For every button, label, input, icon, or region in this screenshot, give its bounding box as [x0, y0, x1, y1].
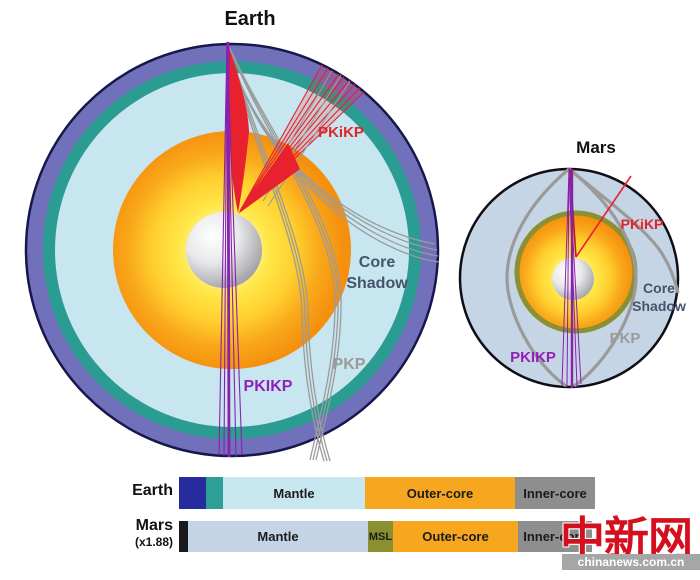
earth-title: Earth: [224, 8, 276, 30]
mars-pkikp-label: PKiKP: [620, 216, 664, 232]
mars-title: Mars: [576, 138, 616, 157]
earth-core-shadow-line1: Core: [358, 254, 396, 271]
mars-pkikp-through-rays: [561, 168, 582, 388]
earth-core-shadow-line2: Shadow: [346, 275, 408, 292]
legend-mars-row-label: Mars (x1.88): [95, 518, 173, 550]
mars-row-scale-note: (x1.88): [134, 535, 173, 549]
mars-bar-crust-segment: [179, 521, 188, 552]
earth-pkp-label: PKP: [332, 356, 366, 373]
mars-cross-section: [458, 167, 680, 389]
mars-pkikp-through-label: PKIKP: [510, 349, 556, 366]
earth-pkp-rays: [226, 41, 440, 462]
mars-bar-msl-segment: MSL: [368, 521, 393, 552]
earth-bar-upper-segment: [206, 477, 223, 509]
mars-bar-outer-core-segment: Outer-core: [393, 521, 518, 552]
earth-core-shadow-label: Core Shadow: [346, 252, 407, 294]
earth-bar-inner-core-segment: Inner-core: [515, 477, 595, 509]
chinanews-banner: chinanews.com.cn: [562, 554, 700, 570]
legend-earth-row-label: Earth: [132, 482, 173, 499]
mars-bar-mantle-segment: Mantle: [188, 521, 368, 552]
mars-row-name: Mars: [135, 517, 173, 534]
mars-pkp-rays: [505, 167, 680, 388]
mars-bar-inner-core-segment: Inner-core: [518, 521, 592, 552]
mars-core-shadow-line1: Core: [643, 280, 675, 296]
legend-earth-bar: Mantle Outer-core Inner-core: [179, 477, 595, 509]
earth-pkikp-through-label: PKIKP: [243, 378, 293, 395]
mars-core-shadow-line2: Shadow: [632, 298, 686, 314]
earth-bar-outer-core-segment: Outer-core: [365, 477, 515, 509]
earth-bar-crust-segment: [179, 477, 206, 509]
earth-pkikp-label: PKiKP: [318, 124, 364, 141]
legend-mars-bar: Mantle MSL Outer-core Inner-core: [179, 521, 592, 552]
earth-bar-mantle-segment: Mantle: [223, 477, 365, 509]
earth-pkikp-rays: [227, 42, 365, 214]
earth-cross-section: [24, 41, 440, 462]
earth-inner-core: [186, 212, 262, 288]
chinanews-url-text: chinanews.com.cn: [577, 555, 685, 569]
mars-pkp-label: PKP: [609, 330, 641, 347]
mars-core-shadow-label: Core Shadow: [632, 279, 686, 315]
earth-pkikp-through-rays: [218, 41, 243, 458]
